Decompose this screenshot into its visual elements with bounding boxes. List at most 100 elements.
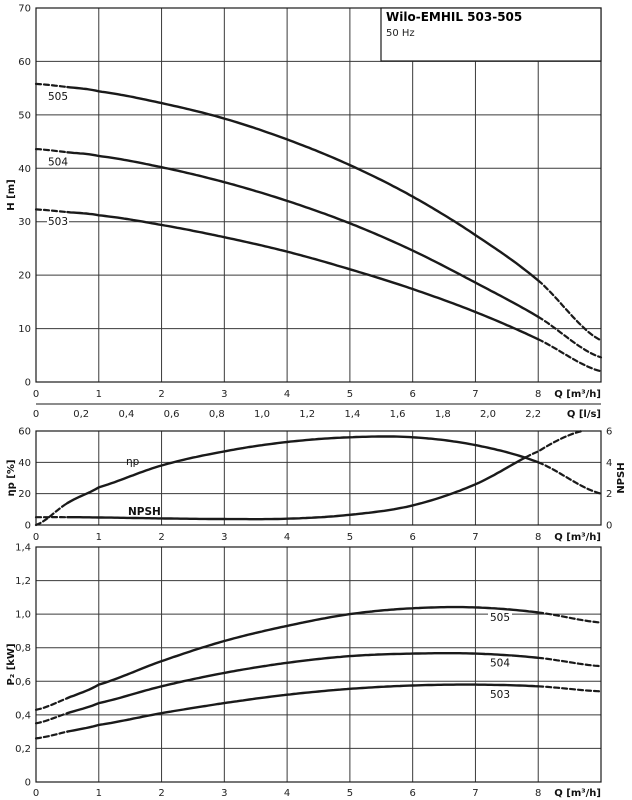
y-tick-label: 70	[18, 4, 31, 15]
x-tick-label: 4	[284, 389, 290, 400]
series-label-504: 504	[490, 658, 510, 670]
x2-axis-label: Q [l/s]	[567, 409, 601, 420]
curve-505-dashed-end	[537, 611, 603, 624]
curve-503-dashed-start	[34, 730, 69, 740]
series-label-505: 505	[490, 612, 510, 624]
y2-axis-label: NPSH	[616, 462, 627, 493]
series-label-etap: ηp	[126, 456, 140, 468]
x2-tick-label: 1,0	[254, 409, 270, 420]
x-tick-label: 1	[96, 532, 102, 543]
plot-frame	[35, 430, 602, 526]
x2-tick-label: 0,6	[164, 409, 180, 420]
efficiency-npsh-panel: 0 20 40 60 0 2 4 6 ηp [%] NPSH ηp NPSH 0 1 2 3 4 5 6 7 8 Q [m…	[6, 427, 627, 544]
x-tick-label: 2	[158, 532, 164, 543]
title-box	[380, 7, 602, 62]
y-tick-label: 1,4	[15, 543, 31, 554]
curve-505-dashed-end	[537, 279, 603, 342]
curve-503-dashed-start	[34, 208, 69, 214]
x-axis-label: Q [m³/h]	[554, 788, 601, 799]
curve-503	[66, 683, 540, 733]
grid-lines	[36, 547, 601, 782]
x-tick-label: 1	[96, 389, 102, 400]
series-label-npsh: NPSH	[128, 506, 161, 518]
curve-505	[66, 605, 540, 700]
power-panel: 0 0,2 0,4 0,6 0,8 1,0 1,2 1,4 P₂ [kW] 505 504 503 0 1…	[6, 543, 603, 799]
y-tick-label: 0	[25, 521, 31, 532]
series-label-bg	[488, 611, 512, 625]
x-tick-label: 7	[472, 532, 478, 543]
x-tick-label: 5	[347, 532, 353, 543]
curve-503-dashed-end	[537, 338, 603, 373]
curve-ηp-dashed-end	[537, 461, 603, 495]
y-tick-label: 0,2	[15, 744, 31, 755]
x-tick-label: 2	[158, 389, 164, 400]
x2-tick-label: 1,6	[390, 409, 406, 420]
x2-tick-label: 1,2	[299, 409, 315, 420]
chart-title: Wilo-EMHIL 503-505	[386, 10, 522, 24]
x2-tick-label: 2,0	[480, 409, 496, 420]
y-tick-label: 60	[18, 57, 31, 68]
y-tick-label: 0	[25, 378, 31, 389]
series-label-504: 504	[48, 156, 68, 168]
y-tick-label: 60	[18, 427, 31, 438]
x-tick-label: 5	[347, 389, 353, 400]
series-label-505: 505	[48, 91, 68, 103]
x-tick-label: 7	[472, 788, 478, 799]
x-tick-label: 8	[535, 788, 541, 799]
y-tick-label: 40	[18, 164, 31, 175]
x2-tick-label: 0,4	[118, 409, 134, 420]
x2-tick-label: 1,4	[344, 409, 360, 420]
curve-505-dashed-start	[34, 82, 69, 89]
x2-tick-label: 1,8	[435, 409, 451, 420]
y-tick-label: 20	[18, 489, 31, 500]
series-label-503: 503	[48, 216, 68, 228]
y-tick-label: 40	[18, 458, 31, 469]
y-tick-label: 50	[18, 110, 31, 121]
x-axis-label: Q [m³/h]	[554, 389, 601, 400]
x-tick-label: 2	[158, 788, 164, 799]
x-tick-label: 0	[33, 788, 39, 799]
curve-504	[66, 151, 540, 318]
series-label-bg	[47, 155, 69, 168]
x-tick-label: 3	[221, 788, 227, 799]
curve-NPSH	[66, 456, 527, 521]
curve-ηp	[66, 435, 540, 505]
curve-ηp-dashed-start	[34, 502, 69, 527]
curve-NPSH-dashed-end	[524, 429, 584, 459]
y-tick-label: 10	[18, 324, 31, 335]
series-label-bg	[47, 215, 69, 228]
curve-504-dashed-start	[34, 712, 69, 725]
y-axis-label: ηp [%]	[6, 460, 17, 497]
curve-504-dashed-end	[537, 656, 603, 668]
grid-lines	[36, 431, 601, 525]
curve-504-dashed-end	[537, 315, 603, 359]
y-tick-label: 0,4	[15, 710, 31, 721]
x-tick-label: 6	[409, 532, 415, 543]
x-tick-label: 8	[535, 532, 541, 543]
y2-tick-label: 0	[606, 521, 612, 532]
y-tick-label: 0,6	[15, 677, 31, 688]
x-tick-label: 3	[221, 532, 227, 543]
x-tick-label: 3	[221, 389, 227, 400]
y2-tick-label: 6	[606, 427, 612, 438]
x-tick-label: 6	[409, 389, 415, 400]
curve-505-dashed-start	[34, 697, 69, 711]
x-tick-label: 0	[33, 389, 39, 400]
x-tick-label: 6	[409, 788, 415, 799]
y2-tick-label: 4	[606, 458, 612, 469]
y2-tick-label: 2	[606, 489, 612, 500]
x-tick-label: 5	[347, 788, 353, 799]
x-tick-label: 4	[284, 788, 290, 799]
x2-tick-label: 2,2	[525, 409, 541, 420]
x-tick-label: 7	[472, 389, 478, 400]
y-tick-label: 1,2	[15, 576, 31, 587]
curve-503-dashed-end	[537, 685, 603, 693]
curve-503	[66, 210, 540, 341]
series-label-bg	[488, 688, 512, 702]
x-tick-label: 8	[535, 389, 541, 400]
y-axis-label: H [m]	[6, 179, 17, 210]
curve-504-dashed-start	[34, 148, 69, 154]
y-tick-label: 30	[18, 217, 31, 228]
